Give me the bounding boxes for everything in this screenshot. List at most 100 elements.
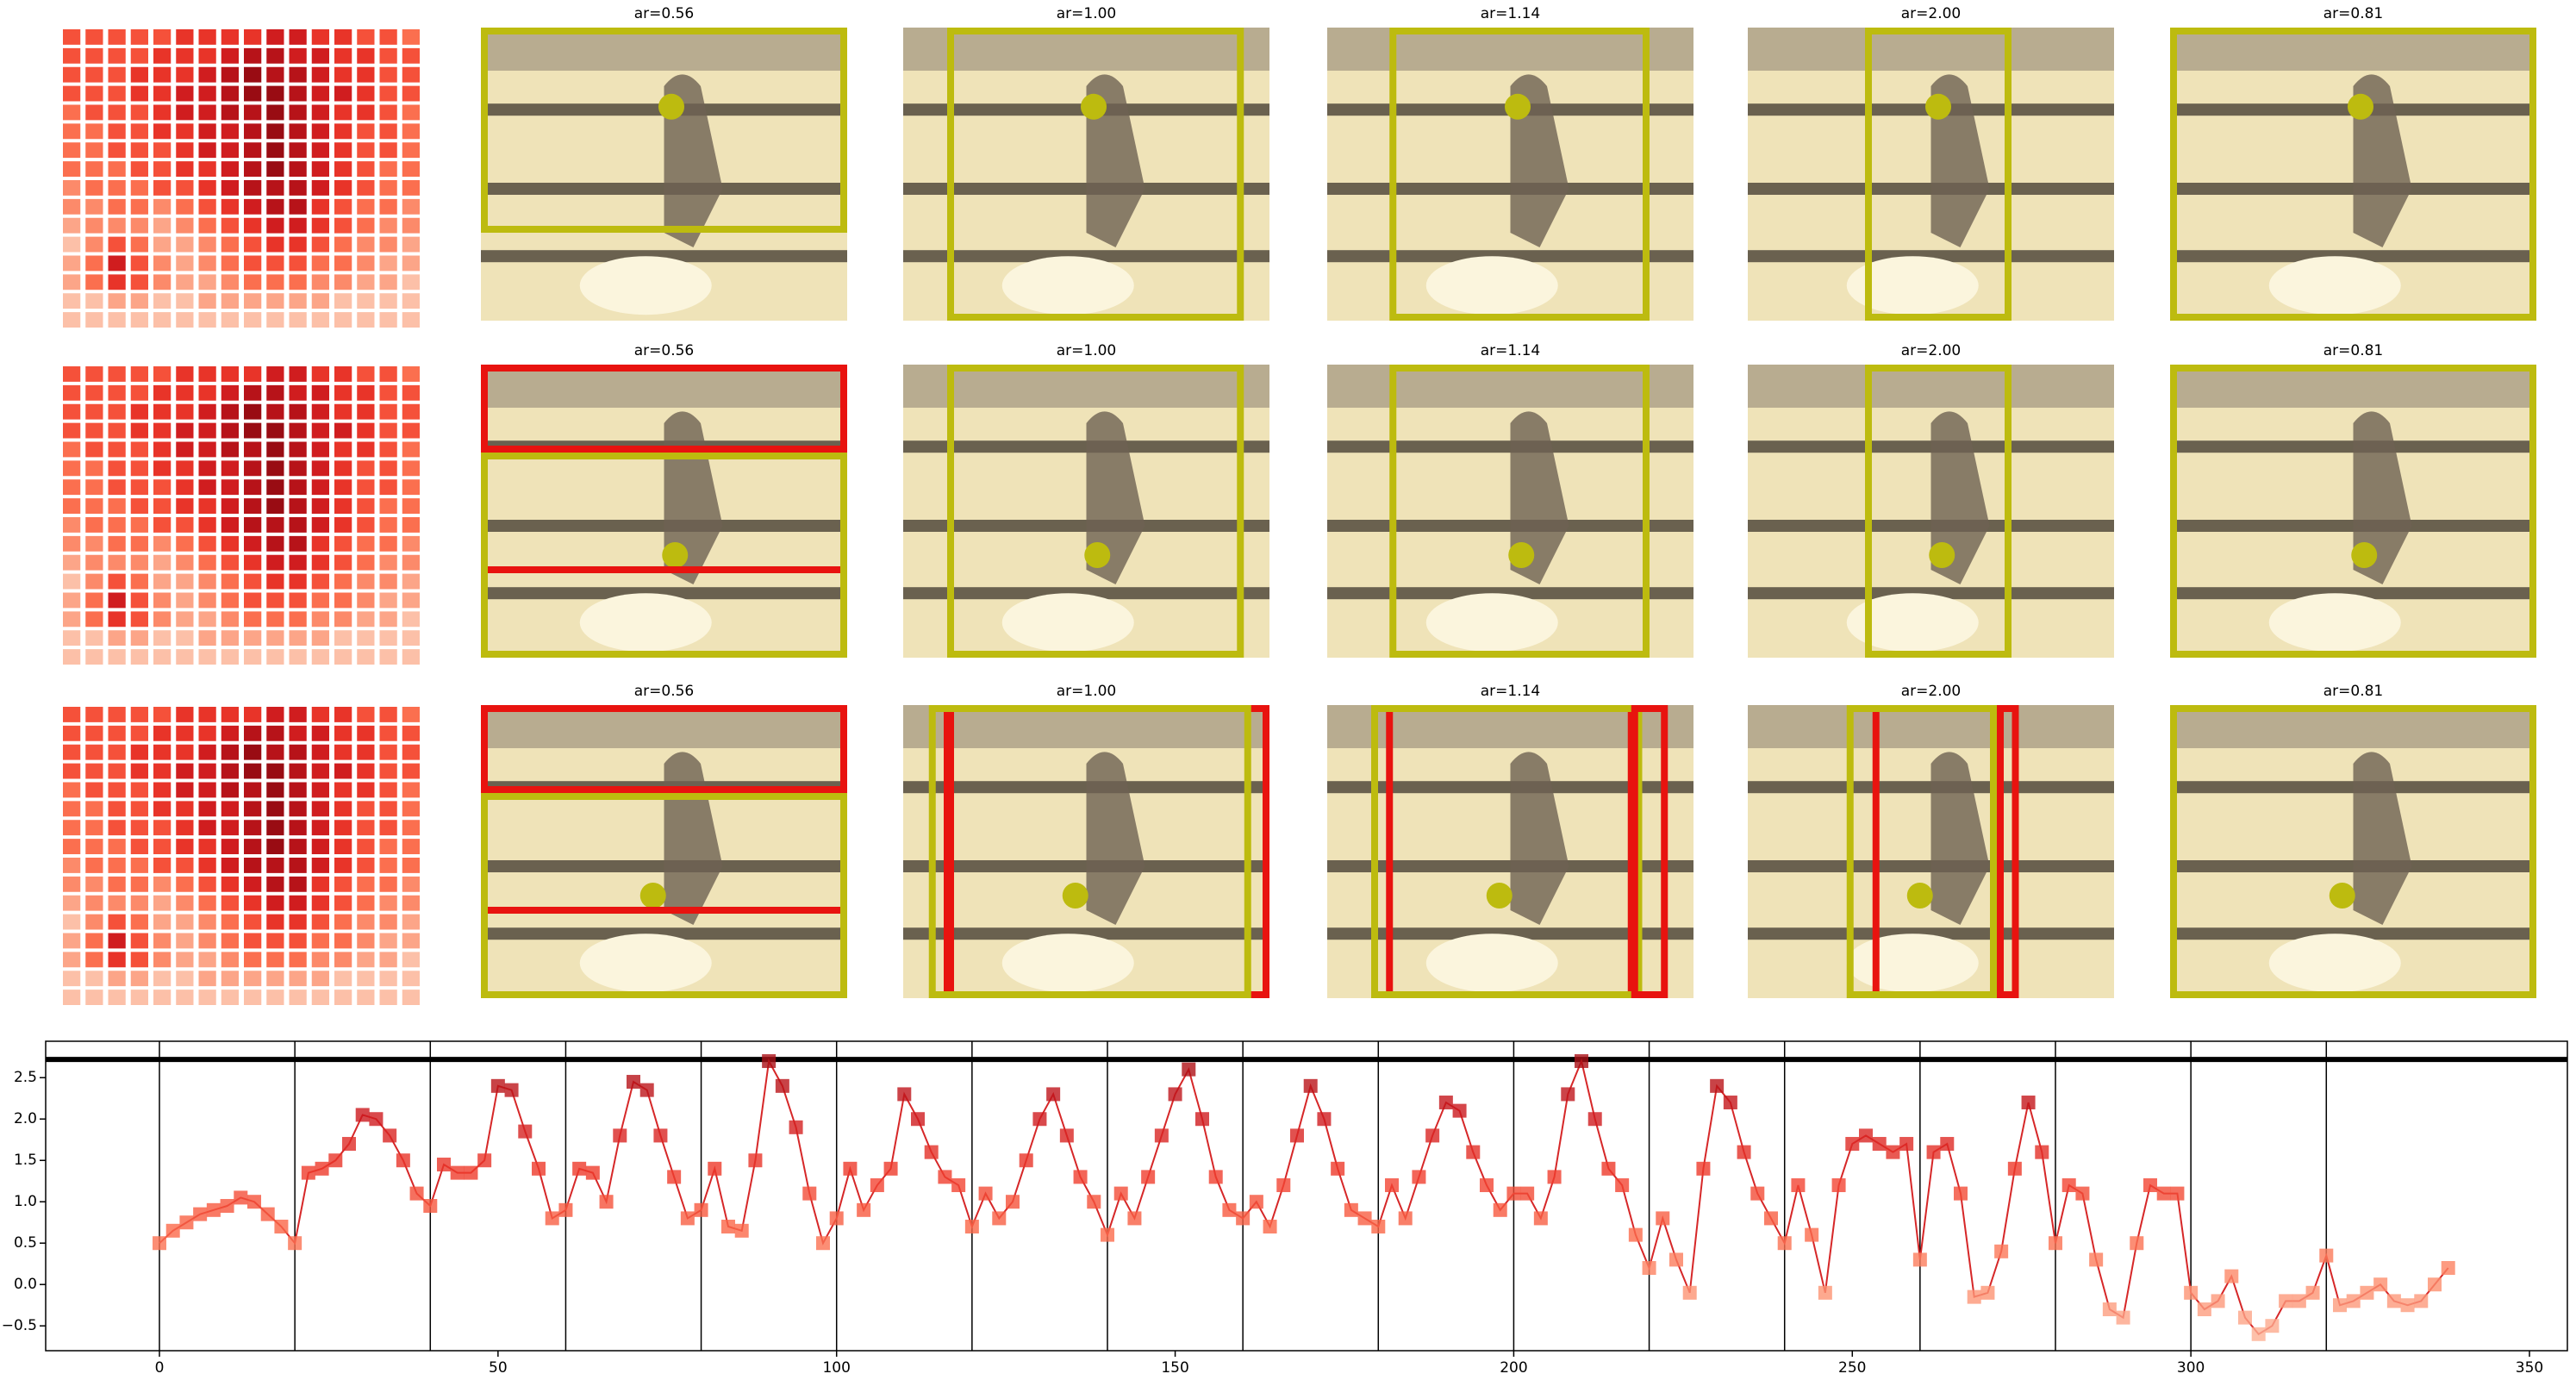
point bbox=[301, 1165, 315, 1180]
heatmap-cell bbox=[176, 403, 194, 420]
heatmap-cell bbox=[85, 104, 103, 121]
heatmap-cell bbox=[402, 498, 420, 514]
heatmap-cell bbox=[357, 384, 375, 401]
heatmap-cell bbox=[379, 104, 397, 121]
heatmap-cell bbox=[289, 952, 307, 968]
heatmap-cell bbox=[108, 820, 126, 836]
heatmap-cell bbox=[266, 914, 284, 930]
heatmap-cell bbox=[221, 180, 239, 196]
heatmap-cell bbox=[63, 236, 81, 253]
heatmap-cell bbox=[311, 441, 329, 458]
heatmap-cell bbox=[244, 422, 262, 439]
heatmap-cell bbox=[108, 914, 126, 930]
crop-box bbox=[481, 453, 847, 658]
heatmap-cell bbox=[63, 839, 81, 854]
keypoint bbox=[1925, 93, 1951, 120]
heatmap-cell bbox=[357, 725, 375, 741]
heatmap-cell bbox=[63, 366, 81, 382]
lane-rope bbox=[1327, 587, 1693, 600]
heatmap-cell bbox=[266, 142, 284, 159]
heatmap-cell bbox=[379, 517, 397, 533]
heatmap-cell bbox=[85, 763, 103, 779]
heatmap-cell bbox=[357, 66, 375, 83]
photo-panel: ar=1.00 bbox=[903, 342, 1269, 658]
photo-panel: ar=1.14 bbox=[1327, 683, 1693, 998]
heatmap-cell bbox=[85, 895, 103, 911]
heatmap-cell bbox=[379, 198, 397, 215]
heatmap-cell bbox=[108, 649, 126, 665]
photo-panel: ar=0.81 bbox=[2170, 342, 2536, 658]
heatmap-cell bbox=[357, 293, 375, 309]
heatmap-cell bbox=[402, 293, 420, 309]
point bbox=[2211, 1294, 2225, 1308]
heatmap-cell bbox=[85, 312, 103, 328]
heatmap-cell bbox=[357, 782, 375, 798]
heatmap-cell bbox=[108, 933, 126, 949]
y-tick-label: 1.0 bbox=[14, 1193, 37, 1210]
keypoint bbox=[1508, 542, 1535, 568]
heatmap-cell bbox=[221, 441, 239, 458]
heatmap-cell bbox=[176, 29, 194, 45]
photo-panel: ar=0.56 bbox=[481, 683, 847, 998]
heatmap-cell bbox=[289, 649, 307, 665]
heatmap-cell bbox=[402, 236, 420, 253]
heatmap-cell bbox=[266, 384, 284, 401]
point bbox=[206, 1202, 221, 1217]
heatmap-cell bbox=[63, 630, 81, 646]
heatmap-cell bbox=[85, 255, 103, 272]
heatmap-cell bbox=[402, 858, 420, 873]
heatmap-cell bbox=[357, 498, 375, 514]
heatmap-cell bbox=[63, 422, 81, 439]
heatmap-cell bbox=[221, 763, 239, 779]
point bbox=[477, 1153, 492, 1168]
keypoint bbox=[658, 93, 684, 120]
heatmap-cell bbox=[289, 29, 307, 45]
heatmap-cell bbox=[357, 554, 375, 571]
heatmap-cell bbox=[334, 876, 352, 892]
photo-panel: ar=0.81 bbox=[2170, 683, 2536, 998]
heatmap-cell bbox=[176, 161, 194, 177]
point bbox=[1398, 1211, 1413, 1226]
keypoint bbox=[662, 542, 689, 568]
heatmap-cell bbox=[221, 312, 239, 328]
crop-box bbox=[1371, 705, 1643, 998]
point bbox=[762, 1054, 777, 1069]
heatmap-cell bbox=[289, 479, 307, 496]
point bbox=[1656, 1211, 1670, 1226]
heatmap-cell bbox=[311, 707, 329, 722]
heatmap-cell bbox=[108, 29, 126, 45]
point bbox=[1168, 1087, 1182, 1102]
heatmap-cell bbox=[176, 801, 194, 817]
heatmap-cell bbox=[379, 274, 397, 290]
photo-panel: ar=1.00 bbox=[903, 5, 1269, 321]
heatmap-cell bbox=[63, 744, 81, 760]
lane-rope bbox=[481, 587, 847, 600]
point bbox=[369, 1112, 384, 1127]
heatmap-cell bbox=[244, 66, 262, 83]
heatmap-cell bbox=[198, 293, 216, 309]
heatmap-cell bbox=[334, 312, 352, 328]
crop-box bbox=[481, 365, 847, 453]
heatmap-cell bbox=[244, 839, 262, 854]
heatmap-cell bbox=[402, 782, 420, 798]
heatmap-cell bbox=[266, 971, 284, 987]
heatmap-cell bbox=[176, 573, 194, 590]
splash bbox=[1846, 934, 1979, 993]
heatmap-cell bbox=[108, 990, 126, 1005]
heatmap-cell bbox=[266, 104, 284, 121]
heatmap-cell bbox=[153, 535, 172, 552]
heatmap-cell bbox=[176, 498, 194, 514]
point bbox=[1899, 1137, 1914, 1152]
heatmap-cell bbox=[153, 274, 172, 290]
heatmap-cell bbox=[402, 573, 420, 590]
heatmap-cell bbox=[311, 180, 329, 196]
point bbox=[315, 1161, 329, 1176]
heatmap-cell bbox=[130, 895, 148, 911]
heatmap-cell bbox=[130, 460, 148, 477]
heatmap-cell bbox=[289, 744, 307, 760]
heatmap-cell bbox=[85, 366, 103, 382]
heatmap-cell bbox=[334, 592, 352, 609]
heatmap-cell bbox=[244, 592, 262, 609]
heatmap-cell bbox=[244, 971, 262, 987]
heatmap-cell bbox=[198, 66, 216, 83]
